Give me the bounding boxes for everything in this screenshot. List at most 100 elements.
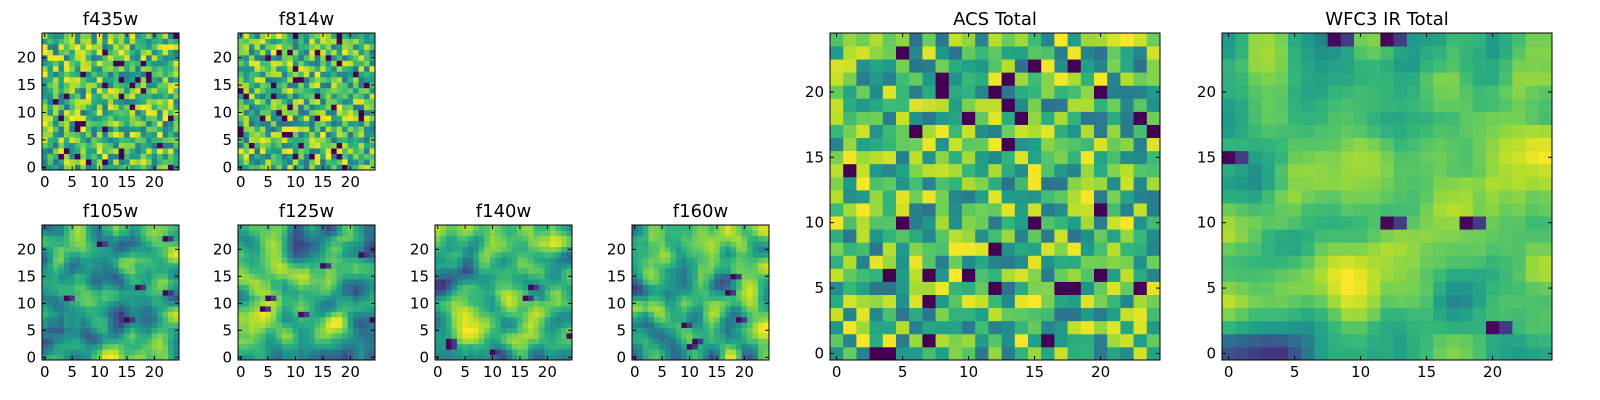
heatmap-cells [42,33,180,171]
heatmap-cell [118,137,125,143]
heatmap-cell [1041,255,1055,269]
heatmap-cell [369,338,376,345]
heatmap-cell [869,242,884,256]
heatmap-cell [91,115,98,122]
heatmap-cell [1354,255,1368,269]
heatmap-cell [151,98,158,105]
heatmap-cell [118,316,125,323]
heatmap-cell [725,273,732,280]
heatmap-cell [151,65,158,72]
heatmap-cell [747,343,753,350]
heatmap-cell [91,126,98,133]
heatmap-cell [140,60,147,67]
heatmap-cell [369,33,376,39]
heatmap-cell [708,273,715,280]
heatmap-cell [287,349,294,355]
heatmap-cell [1235,346,1249,361]
heatmap-cell [544,338,551,345]
heatmap-cell [353,54,359,61]
heatmap-cell [1080,268,1095,282]
heatmap-cell [162,159,169,165]
heatmap-cell [58,115,65,122]
heatmap-cell [1314,163,1328,178]
heatmap-cell [462,316,469,323]
heatmap-cell [47,33,54,39]
x-tick-label: 20 [538,363,557,381]
heatmap-cell [1120,150,1134,165]
heatmap-cell [988,59,1002,73]
heatmap-cell [52,43,59,50]
heatmap-cell [1041,333,1055,348]
heatmap-cell [664,306,671,312]
heatmap-cell [58,225,65,231]
heatmap-cell [1327,242,1342,256]
heatmap-cell [1028,307,1042,322]
heatmap-cell [539,284,545,291]
heatmap-cell [298,76,305,83]
heatmap-cell [653,268,660,274]
heatmap-cell [1288,163,1302,178]
heatmap-cell [517,306,524,312]
heatmap-cell [243,93,250,100]
heatmap-cell [102,142,109,149]
heatmap-cell [856,33,870,47]
heatmap-cell [1274,294,1289,309]
heatmap-cell [347,71,354,78]
heatmap-cell [342,300,348,307]
heatmap-cell [1001,33,1016,47]
heatmap-cell [1340,268,1355,282]
heatmap-cell [320,300,327,307]
heatmap-cell [168,71,174,78]
heatmap-cell [975,346,989,361]
heatmap-cell [74,306,81,312]
heatmap-cell [1433,281,1447,295]
heatmap-cell [975,268,989,282]
heatmap-cell [747,306,753,312]
heatmap-cell [331,246,338,253]
heatmap-cell [129,82,136,89]
heatmap-cell [364,87,370,94]
heatmap-cell [935,59,950,73]
heatmap-cell [325,33,332,39]
heatmap-cell [566,289,573,296]
heatmap-cell [1446,242,1460,256]
heatmap-cell [843,281,857,295]
heatmap-cell [292,126,299,133]
heatmap-cell [129,327,136,334]
heatmap-cell [162,252,169,258]
heatmap-cell [1094,98,1108,112]
heatmap-cell [1525,189,1540,204]
heatmap-cell [265,273,272,280]
heatmap-cell [287,306,294,312]
heatmap-cell [276,354,283,361]
heatmap-cell [896,85,910,99]
heatmap-cell [1222,176,1236,191]
heatmap-cell [238,322,244,328]
heatmap-cell [681,354,688,361]
heatmap-cell [353,93,359,100]
heatmap-cell [358,316,365,323]
heatmap-cell [314,65,321,72]
heatmap-cell [281,43,288,50]
heatmap-cell [1107,307,1121,322]
heatmap-cell [254,316,261,323]
heatmap-cell [353,295,359,301]
heatmap-cell [1107,281,1121,295]
heatmap-cell [533,268,540,274]
heatmap-cell [473,354,480,361]
heatmap-cell [664,284,671,291]
heatmap-cell [63,225,70,231]
heatmap-cell [484,241,491,247]
heatmap-cell [118,131,125,138]
heatmap-cell [52,93,59,100]
heatmap-cell [80,33,87,39]
heatmap-cell [254,225,261,231]
heatmap-cell [1235,333,1249,348]
heatmap-cell [1067,333,1082,348]
heatmap-cell [270,279,277,285]
heatmap-cell [533,225,540,231]
heatmap-cell [922,229,936,243]
heatmap-cell [506,284,513,291]
heatmap-cell [1054,294,1068,309]
heatmap-cell [1054,124,1068,139]
